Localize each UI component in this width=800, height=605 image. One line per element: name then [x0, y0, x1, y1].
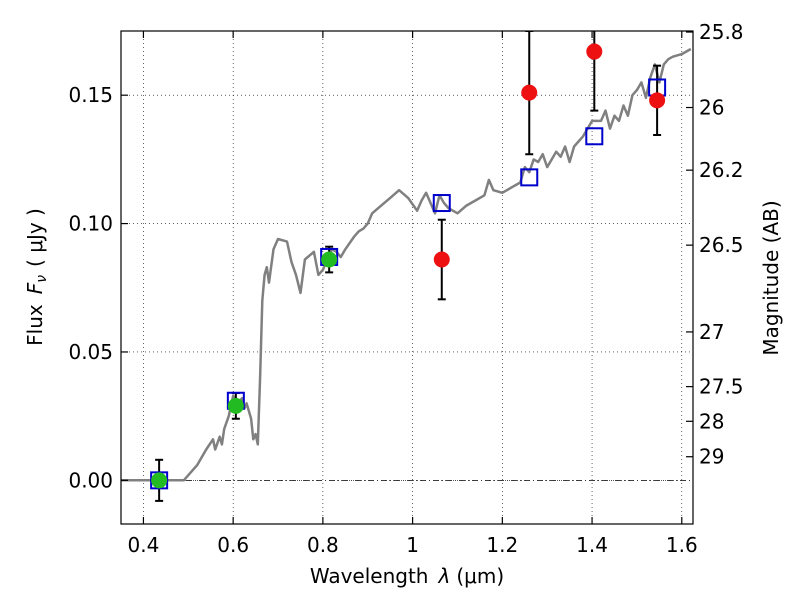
y-tick-label-3: 0.15: [68, 83, 113, 107]
y2-tick-label-7: 29: [699, 445, 724, 469]
model-photometry-square-5: [585, 127, 604, 146]
model-photometry-squares: [150, 78, 667, 490]
x-tick-label-4: 1.2: [486, 533, 518, 557]
y2-tick-label-0: 25.8: [699, 20, 744, 44]
y2-axis-ticks: 25.8 26 26.2 26.5 27 27.5 28 29: [686, 20, 744, 469]
x-axis-label-unit: (μm): [456, 564, 504, 588]
y2-tick-label-2: 26.2: [699, 158, 744, 182]
x-tick-label-6: 1.6: [666, 533, 698, 557]
y2-tick-label-6: 28: [699, 409, 724, 433]
plot-frame: [120, 30, 694, 525]
error-bars: [155, 31, 662, 502]
plot-area: [121, 31, 692, 502]
x-tick-label-3: 1: [406, 533, 419, 557]
y2-tick-label-5: 27.5: [699, 375, 744, 399]
x-tick-label-2: 0.8: [307, 533, 339, 557]
x-axis-label: Wavelength λ (μm): [310, 564, 504, 588]
model-photometry-square-4: [520, 168, 539, 187]
green-point-2: [321, 251, 338, 268]
y-tick-label-2: 0.10: [68, 212, 113, 236]
y-axis-label-subscript: ν: [34, 275, 50, 283]
y-tick-label-1: 0.05: [68, 340, 113, 364]
x-axis-label-prefix: Wavelength: [310, 564, 429, 588]
red-point-2: [586, 43, 603, 60]
red-point-0: [433, 251, 450, 268]
green-point-1: [227, 397, 244, 414]
green-point-0: [151, 472, 168, 489]
y2-tick-label-4: 27: [699, 320, 724, 344]
model-spectrum-line: [121, 47, 692, 482]
y-axis-ticks: 0.00 0.05 0.10 0.15: [68, 83, 128, 492]
red-point-3: [649, 92, 666, 109]
x-tick-label-5: 1.4: [576, 533, 608, 557]
x-axis-ticks: 0.4 0.6 0.8 1 1.2 1.4 1.6: [128, 31, 698, 557]
model-photometry-square-3: [432, 194, 451, 213]
grid: [121, 31, 693, 524]
y2-tick-label-1: 26: [699, 96, 724, 120]
x-axis-label-symbol: λ: [438, 564, 451, 588]
y-tick-label-0: 0.00: [68, 468, 113, 492]
y-axis-label: Flux Fν ( μJy ): [23, 208, 50, 346]
observed-points: [151, 43, 666, 489]
y-axis-label-unit: ( μJy ): [23, 208, 47, 267]
red-point-1: [521, 84, 538, 101]
y2-axis-label: Magnitude (AB): [759, 200, 783, 355]
y-axis-label-prefix: Flux: [23, 304, 47, 346]
x-tick-label-0: 0.4: [128, 533, 160, 557]
y2-tick-label-3: 26.5: [699, 233, 744, 257]
y-axis-label-symbol: F: [23, 282, 47, 294]
x-tick-label-1: 0.6: [217, 533, 249, 557]
